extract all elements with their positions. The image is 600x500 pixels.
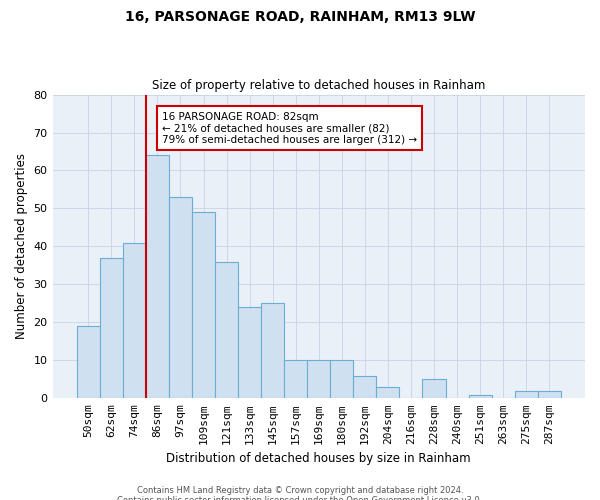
Bar xyxy=(515,390,538,398)
Y-axis label: Number of detached properties: Number of detached properties xyxy=(15,154,28,340)
X-axis label: Distribution of detached houses by size in Rainham: Distribution of detached houses by size … xyxy=(166,452,471,465)
Bar xyxy=(422,380,446,398)
Text: 16, PARSONAGE ROAD, RAINHAM, RM13 9LW: 16, PARSONAGE ROAD, RAINHAM, RM13 9LW xyxy=(125,10,475,24)
Bar xyxy=(284,360,307,399)
Text: Contains HM Land Registry data © Crown copyright and database right 2024.: Contains HM Land Registry data © Crown c… xyxy=(137,486,463,495)
Bar xyxy=(376,387,400,398)
Bar xyxy=(215,262,238,398)
Bar xyxy=(146,156,169,398)
Title: Size of property relative to detached houses in Rainham: Size of property relative to detached ho… xyxy=(152,79,485,92)
Bar xyxy=(123,242,146,398)
Bar xyxy=(77,326,100,398)
Bar xyxy=(261,304,284,398)
Bar xyxy=(192,212,215,398)
Bar xyxy=(538,390,561,398)
Bar xyxy=(238,307,261,398)
Text: Contains public sector information licensed under the Open Government Licence v3: Contains public sector information licen… xyxy=(118,496,482,500)
Bar xyxy=(307,360,330,399)
Bar xyxy=(353,376,376,398)
Bar xyxy=(330,360,353,399)
Bar xyxy=(169,197,192,398)
Bar xyxy=(469,394,491,398)
Text: 16 PARSONAGE ROAD: 82sqm
← 21% of detached houses are smaller (82)
79% of semi-d: 16 PARSONAGE ROAD: 82sqm ← 21% of detach… xyxy=(162,112,417,145)
Bar xyxy=(100,258,123,398)
